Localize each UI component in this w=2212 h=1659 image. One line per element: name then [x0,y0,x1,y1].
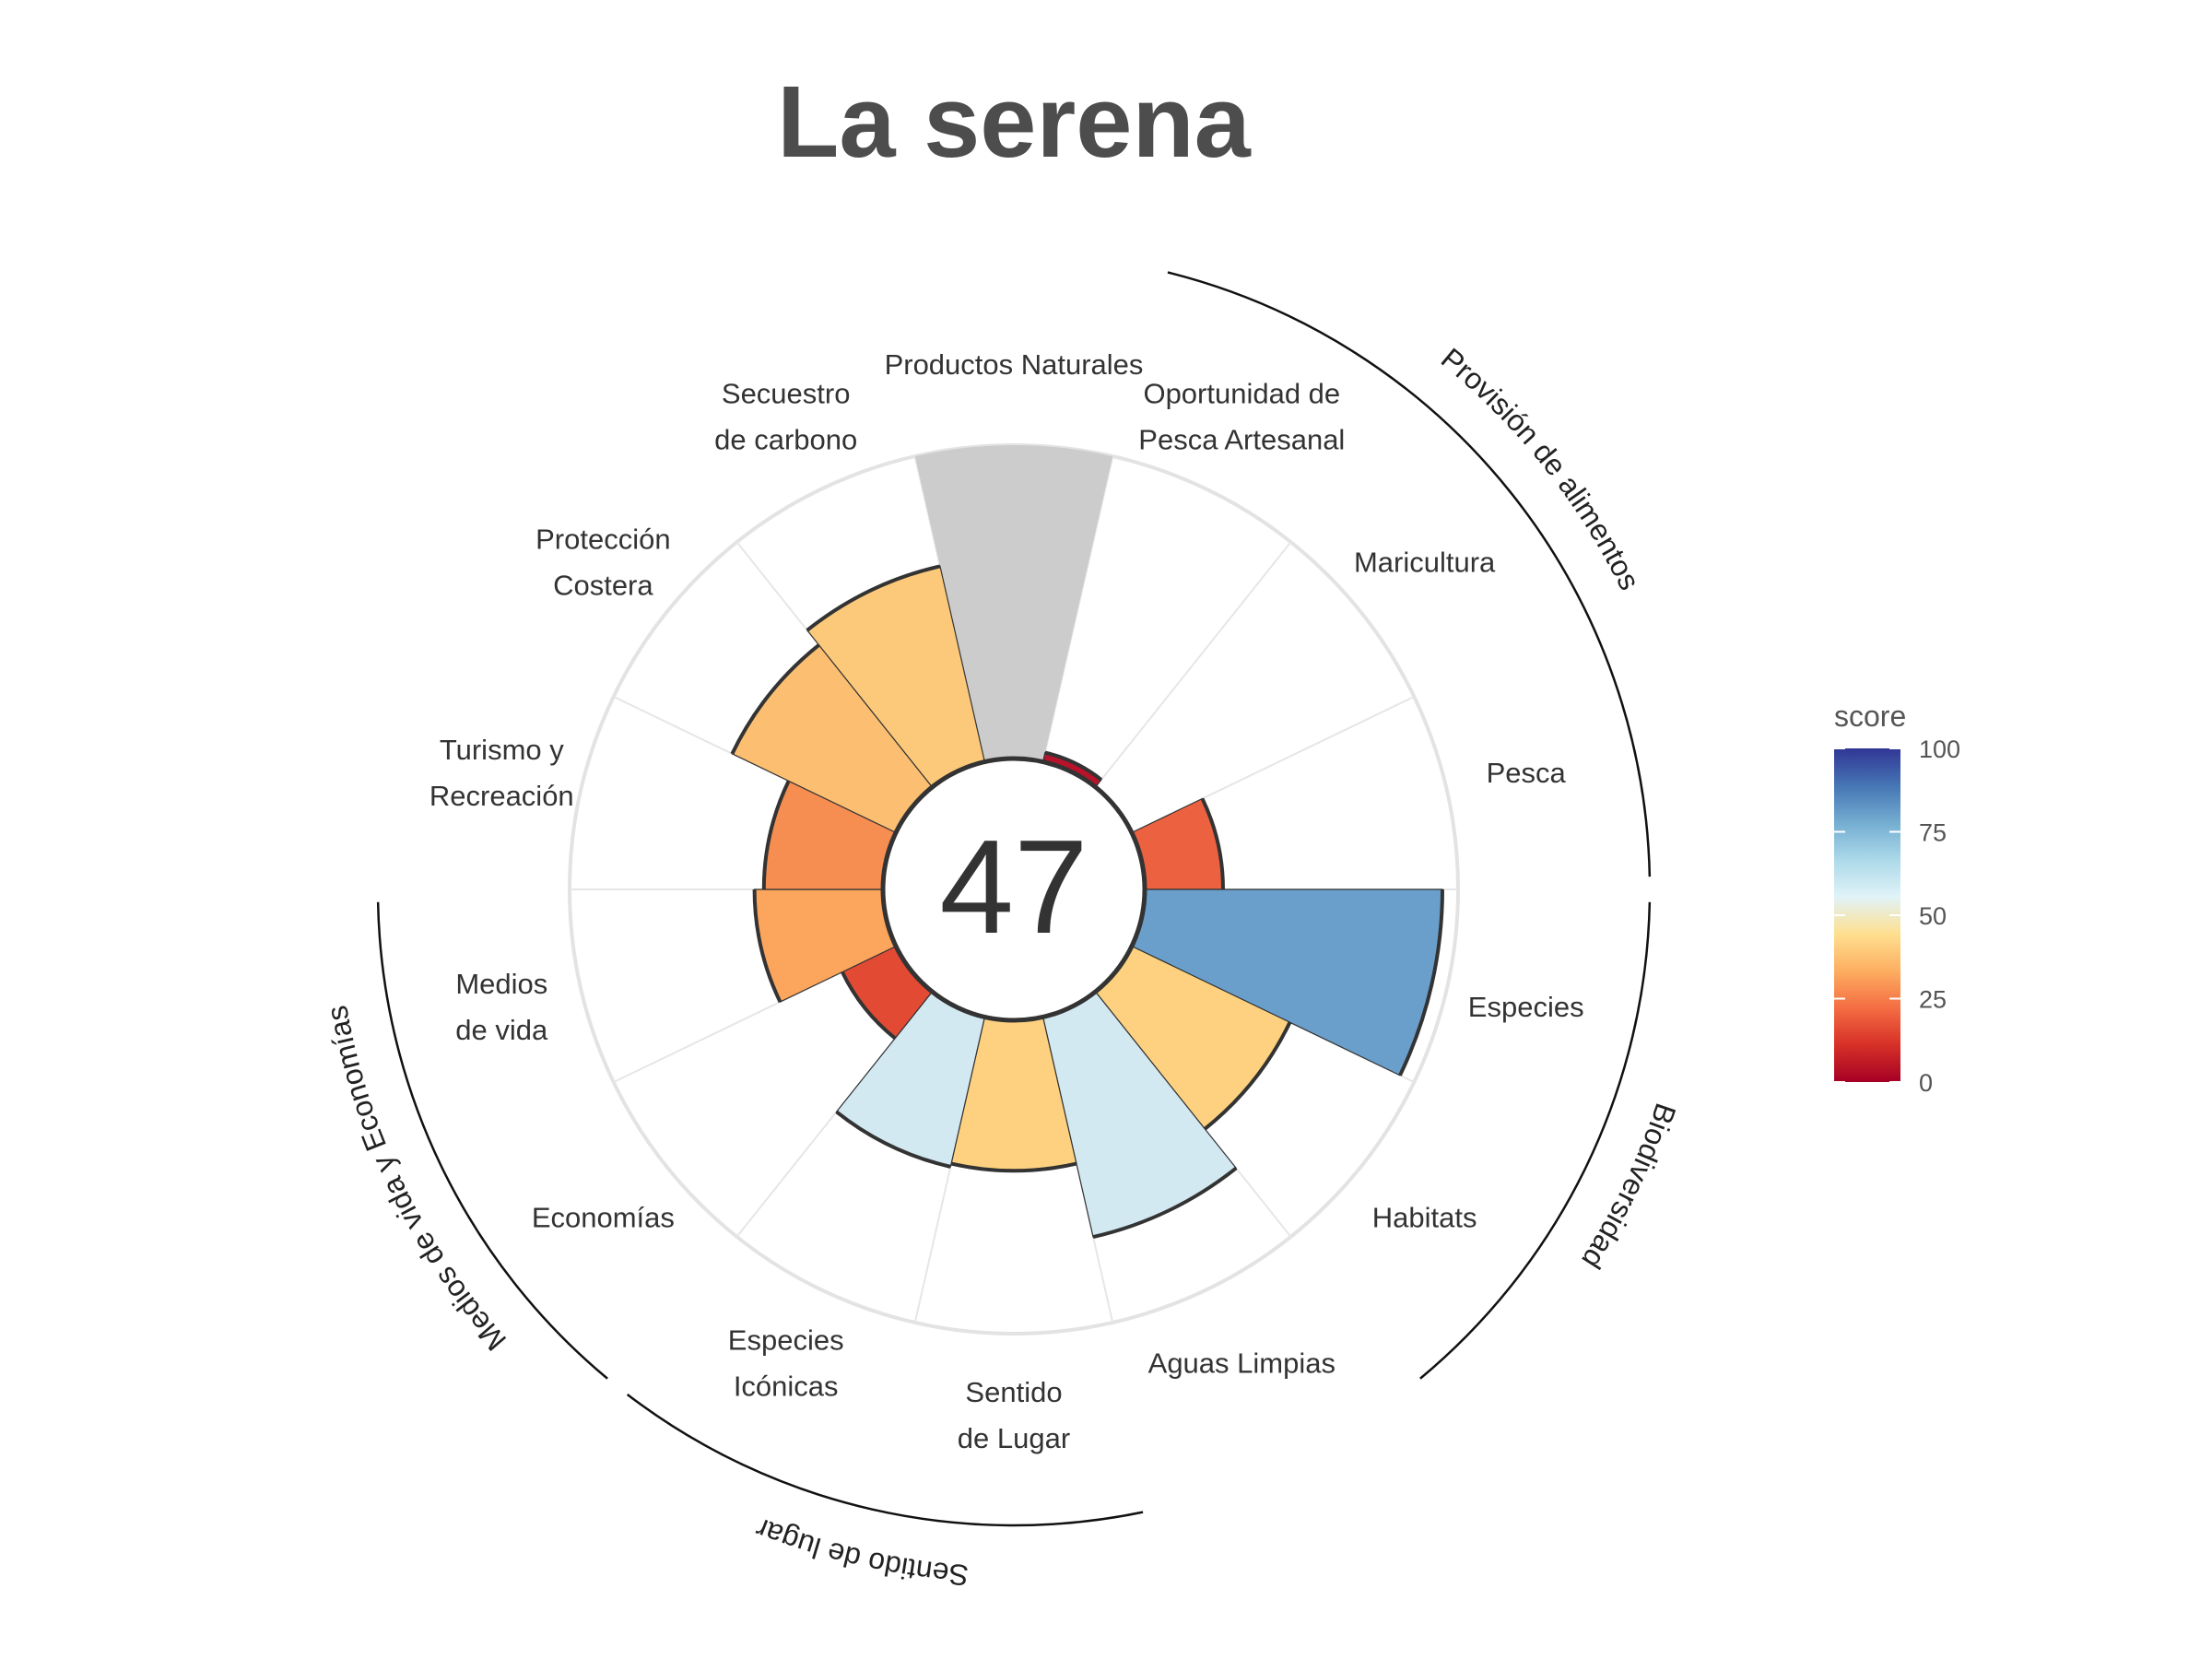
petal-outline [1204,1021,1292,1131]
petal-label: Economías [532,1201,675,1233]
petal-no-data [914,445,1113,762]
petal-label: de carbono [714,423,857,455]
petal-label: Pesca Artesanal [1138,423,1345,455]
petal-label: Protección [535,524,670,556]
center-disc: 47 [880,756,1147,1023]
group-arc [1419,901,1652,1380]
petal-outline [1044,750,1103,782]
petal-label: Maricultura [1354,547,1496,579]
score-legend: score 100 75 50 25 0 [1834,700,1960,1097]
petal-label: Oportunidad de [1143,377,1340,409]
petal-bars [730,445,1444,1240]
group-label-text: Sentido de lugar [750,1512,970,1592]
legend-tick-label: 0 [1919,1069,1933,1097]
petal-outline [730,643,820,755]
petal-label: Pesca [1487,757,1567,789]
petal-outline [752,888,782,1003]
petal-outline [1398,888,1444,1077]
center-circle [880,756,1147,1023]
petal-label: Turismo y [440,734,564,766]
petal-label: Icónicas [734,1371,839,1403]
petal-outline [1200,797,1225,890]
petal-outline [806,564,941,632]
petal-outline [950,1161,1077,1173]
group-arc [626,1393,1144,1527]
petal-label: Productos Naturales [885,348,1144,381]
legend-title: score [1834,700,1906,733]
chart-title: La serena [777,65,1251,179]
legend-tick-label: 50 [1919,902,1947,930]
group-arc [1167,271,1652,877]
legend-tick-label: 75 [1919,819,1947,847]
petal-label: Aguas Limpias [1148,1347,1335,1380]
center-score: 47 [939,812,1088,961]
petal-label: de vida [455,1014,548,1046]
petal-label: Costera [553,570,653,602]
group-label: Medios de vida y Economías [320,1003,512,1357]
petal-label: Habitats [1372,1201,1477,1233]
group-label-text: Biodiversidad [1575,1100,1682,1276]
petal-label: Secuestro [722,377,851,409]
legend-tick-label: 25 [1919,986,1947,1014]
petal-outline [835,1110,951,1169]
petal-label: Especies [1468,991,1584,1023]
petal-label: Recreación [429,780,574,812]
group-arc [376,901,608,1380]
group-label: Sentido de lugar [750,1512,970,1592]
group-label-text: Medios de vida y Economías [320,1003,512,1357]
petal-outline [761,780,791,890]
petal-outline [841,971,897,1041]
petal-label: Sentido [965,1376,1062,1408]
legend-tick-label: 100 [1919,735,1960,763]
petal-outline [1092,1166,1238,1240]
petal-label: Especies [728,1324,844,1357]
grid-spoke [1094,541,1292,788]
group-label: Biodiversidad [1575,1100,1682,1276]
petal-label: Medios [455,968,547,1000]
petal-label: de Lugar [958,1422,1070,1454]
